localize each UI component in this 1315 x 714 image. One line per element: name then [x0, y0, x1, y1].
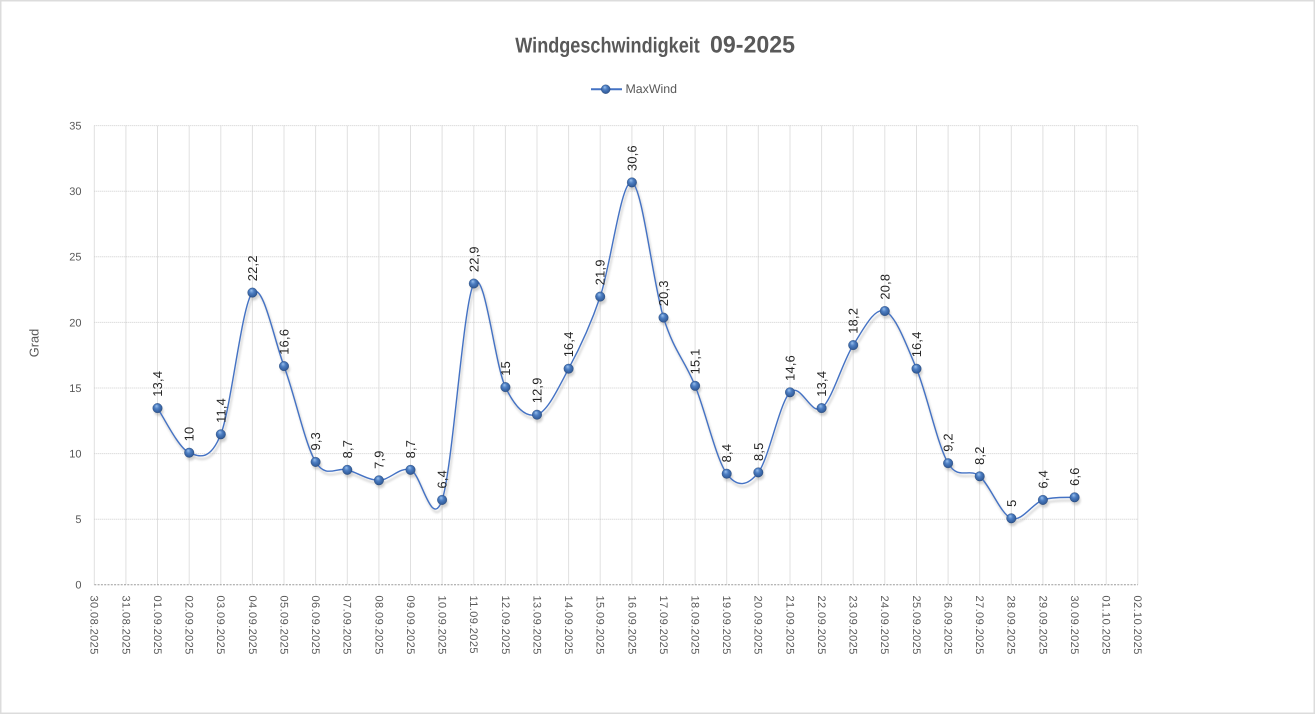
svg-text:16,4: 16,4 — [909, 331, 924, 357]
svg-text:10: 10 — [69, 449, 81, 461]
svg-text:26.09.2025: 26.09.2025 — [942, 596, 954, 655]
svg-text:8,7: 8,7 — [403, 440, 418, 459]
svg-text:5: 5 — [75, 514, 81, 526]
svg-text:8,7: 8,7 — [340, 440, 355, 459]
svg-text:12,9: 12,9 — [530, 377, 545, 403]
svg-text:30.09.2025: 30.09.2025 — [1068, 596, 1080, 655]
svg-text:27.09.2025: 27.09.2025 — [973, 596, 985, 655]
svg-text:08.09.2025: 08.09.2025 — [372, 596, 384, 655]
svg-text:10.09.2025: 10.09.2025 — [436, 596, 448, 655]
svg-text:01.09.2025: 01.09.2025 — [151, 596, 163, 655]
svg-text:10: 10 — [182, 427, 197, 442]
svg-text:07.09.2025: 07.09.2025 — [341, 596, 353, 655]
svg-text:9,3: 9,3 — [308, 432, 323, 451]
svg-text:13.09.2025: 13.09.2025 — [530, 596, 542, 655]
svg-text:11.09.2025: 11.09.2025 — [467, 596, 479, 654]
svg-text:15,1: 15,1 — [688, 348, 703, 374]
svg-text:14.09.2025: 14.09.2025 — [562, 596, 574, 655]
svg-text:15: 15 — [69, 383, 81, 395]
svg-text:13,4: 13,4 — [814, 371, 829, 397]
svg-text:16,6: 16,6 — [277, 329, 292, 355]
svg-text:17.09.2025: 17.09.2025 — [657, 596, 669, 655]
svg-text:28.09.2025: 28.09.2025 — [1005, 596, 1017, 655]
svg-text:19.09.2025: 19.09.2025 — [720, 596, 732, 655]
svg-text:21.09.2025: 21.09.2025 — [783, 596, 795, 655]
svg-text:23.09.2025: 23.09.2025 — [847, 596, 859, 655]
svg-text:13,4: 13,4 — [150, 371, 165, 397]
svg-text:18,2: 18,2 — [846, 308, 861, 334]
svg-text:30,6: 30,6 — [624, 145, 639, 171]
svg-text:25: 25 — [69, 252, 81, 264]
svg-text:20,3: 20,3 — [656, 280, 671, 306]
svg-text:31.08.2025: 31.08.2025 — [119, 596, 131, 655]
svg-text:01.10.2025: 01.10.2025 — [1100, 596, 1112, 655]
svg-text:22,9: 22,9 — [466, 246, 481, 272]
svg-text:6,4: 6,4 — [435, 470, 450, 489]
svg-text:02.10.2025: 02.10.2025 — [1131, 596, 1143, 655]
svg-text:18.09.2025: 18.09.2025 — [689, 596, 701, 655]
svg-text:15: 15 — [498, 361, 513, 376]
svg-text:8,2: 8,2 — [972, 446, 987, 465]
svg-text:14,6: 14,6 — [783, 355, 798, 381]
svg-text:04.09.2025: 04.09.2025 — [246, 596, 258, 655]
svg-text:24.09.2025: 24.09.2025 — [878, 596, 890, 655]
svg-text:20: 20 — [69, 317, 81, 329]
svg-text:0: 0 — [75, 580, 81, 592]
svg-text:6,4: 6,4 — [1035, 470, 1050, 489]
svg-text:11,4: 11,4 — [213, 398, 228, 423]
svg-text:25.09.2025: 25.09.2025 — [910, 596, 922, 655]
svg-text:MaxWind: MaxWind — [626, 82, 678, 96]
svg-text:16.09.2025: 16.09.2025 — [625, 596, 637, 655]
svg-text:22.09.2025: 22.09.2025 — [815, 596, 827, 655]
svg-text:6,6: 6,6 — [1067, 467, 1082, 486]
svg-text:12.09.2025: 12.09.2025 — [499, 596, 511, 655]
svg-text:02.09.2025: 02.09.2025 — [183, 596, 195, 655]
svg-text:15.09.2025: 15.09.2025 — [594, 596, 606, 655]
svg-text:30.08.2025: 30.08.2025 — [88, 596, 100, 655]
svg-text:29.09.2025: 29.09.2025 — [1036, 596, 1048, 655]
svg-text:7,9: 7,9 — [371, 450, 386, 469]
svg-text:Grad: Grad — [27, 329, 42, 357]
svg-text:9,2: 9,2 — [941, 433, 956, 452]
svg-text:21,9: 21,9 — [593, 259, 608, 285]
svg-text:06.09.2025: 06.09.2025 — [309, 596, 321, 655]
svg-text:16,4: 16,4 — [561, 331, 576, 357]
svg-text:8,4: 8,4 — [719, 444, 734, 463]
svg-text:35: 35 — [69, 121, 81, 133]
svg-text:8,5: 8,5 — [751, 442, 766, 461]
svg-text:03.09.2025: 03.09.2025 — [214, 596, 226, 655]
svg-text:5: 5 — [1004, 500, 1019, 507]
svg-text:20,8: 20,8 — [877, 274, 892, 300]
svg-text:22,2: 22,2 — [245, 255, 260, 281]
svg-text:20.09.2025: 20.09.2025 — [752, 596, 764, 655]
svg-text:09.09.2025: 09.09.2025 — [404, 596, 416, 655]
svg-text:30: 30 — [69, 186, 81, 198]
svg-text:05.09.2025: 05.09.2025 — [277, 596, 289, 655]
